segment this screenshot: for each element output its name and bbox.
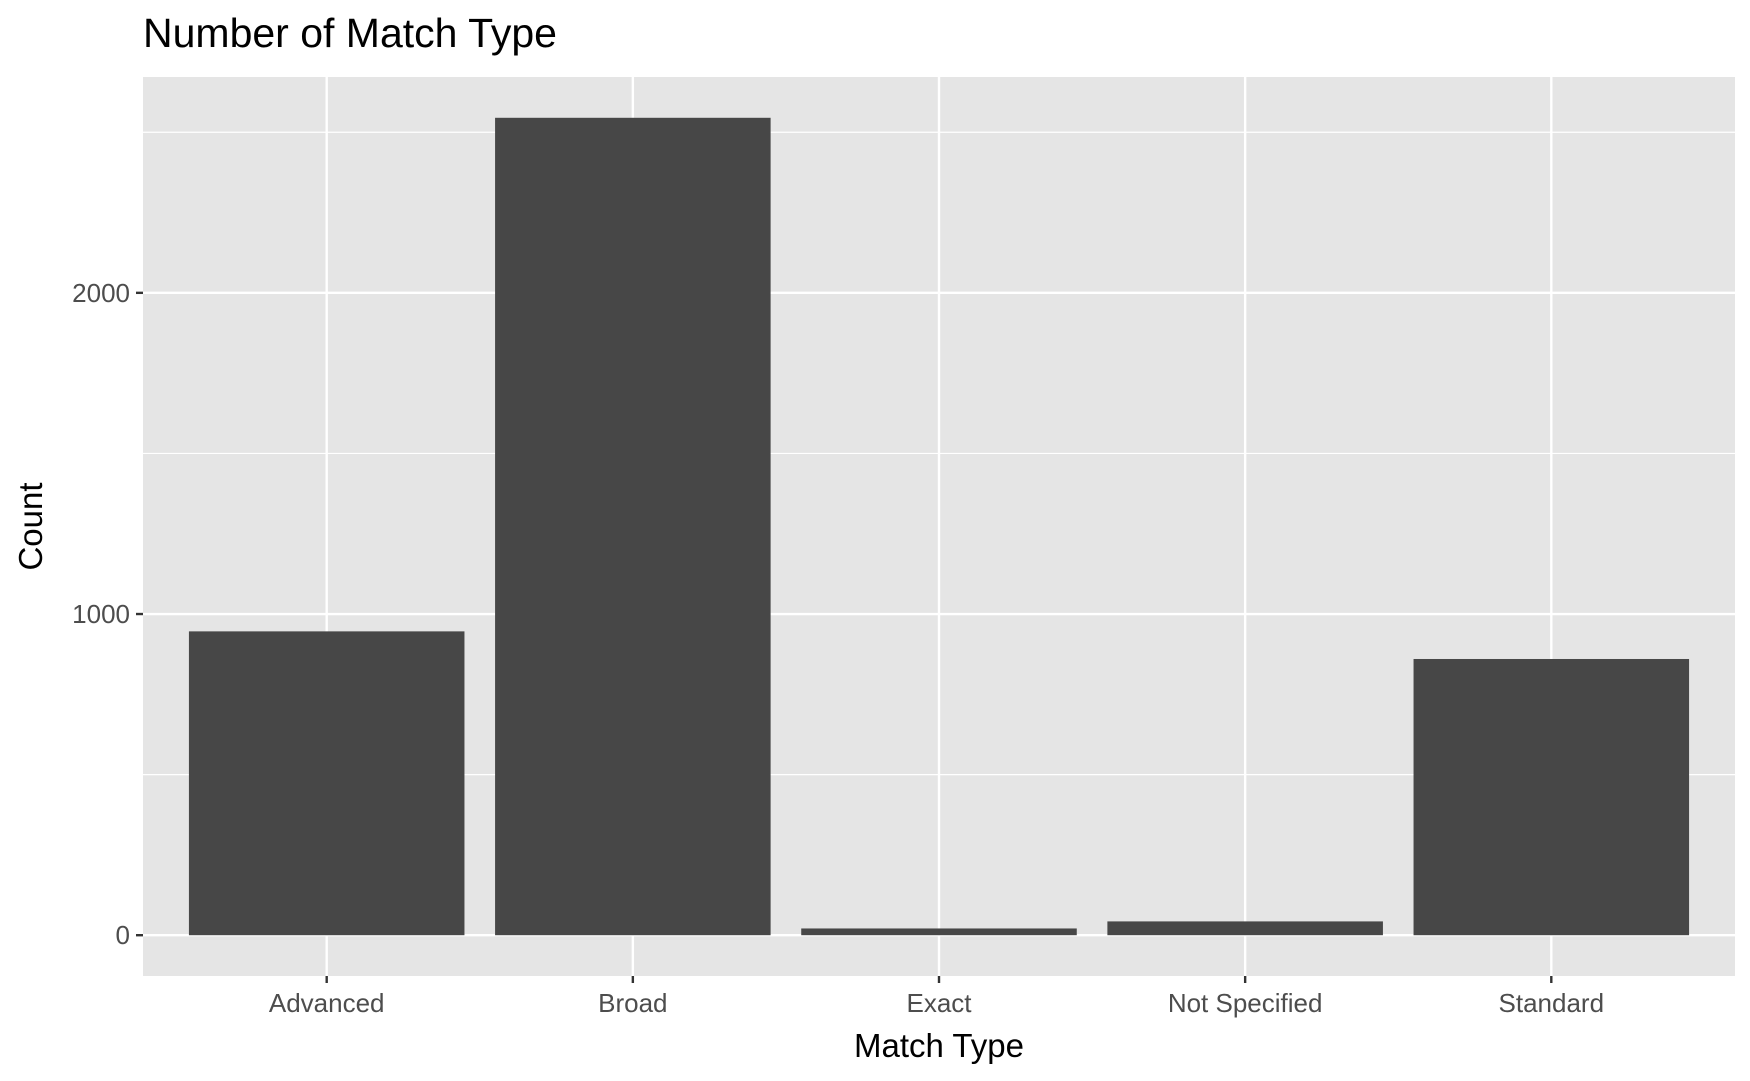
x-tick-label: Advanced bbox=[269, 988, 385, 1018]
bar-exact bbox=[801, 928, 1077, 936]
y-tick-label: 1000 bbox=[72, 599, 130, 629]
x-tick-label: Not Specified bbox=[1168, 988, 1323, 1018]
y-axis-title: Count bbox=[12, 482, 49, 570]
bar-broad bbox=[495, 117, 771, 936]
y-axis: 0 1000 2000 bbox=[72, 278, 143, 950]
y-tick-label: 2000 bbox=[72, 278, 130, 308]
bar-standard bbox=[1413, 658, 1690, 936]
x-tick-label: Standard bbox=[1499, 988, 1605, 1018]
x-axis-title: Match Type bbox=[854, 1027, 1024, 1064]
chart-title: Number of Match Type bbox=[143, 10, 557, 56]
y-tick-label: 0 bbox=[116, 920, 130, 950]
x-tick-label: Broad bbox=[598, 988, 667, 1018]
bar-advanced bbox=[188, 631, 465, 936]
x-axis: Advanced Broad Exact Not Specified Standard bbox=[269, 976, 1604, 1018]
bar-not-specified bbox=[1107, 921, 1383, 936]
bars bbox=[188, 117, 1690, 936]
x-tick-label: Exact bbox=[906, 988, 972, 1018]
